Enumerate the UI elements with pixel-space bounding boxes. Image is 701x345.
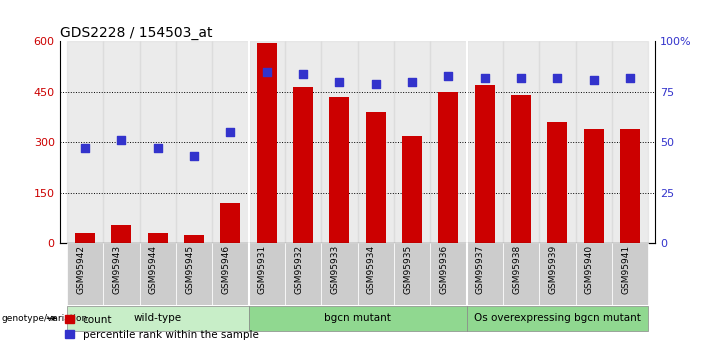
Point	[297, 71, 308, 77]
Bar	[148, 233, 168, 243]
Bar	[184, 235, 204, 243]
Bar	[139, 41, 176, 243]
Bar	[511, 95, 531, 243]
FancyBboxPatch shape	[103, 243, 139, 305]
Bar	[612, 41, 648, 243]
Text: GSM95932: GSM95932	[294, 245, 303, 294]
Bar	[475, 85, 495, 243]
FancyBboxPatch shape	[358, 243, 394, 305]
Text: GSM95945: GSM95945	[185, 245, 194, 294]
Point	[261, 69, 272, 75]
Point	[334, 79, 345, 85]
Point	[116, 138, 127, 143]
Legend: count, percentile rank within the sample: count, percentile rank within the sample	[64, 315, 259, 340]
Text: genotype/variation: genotype/variation	[1, 314, 88, 323]
Text: GDS2228 / 154503_at: GDS2228 / 154503_at	[60, 26, 212, 40]
FancyBboxPatch shape	[539, 243, 576, 305]
Bar	[67, 41, 103, 243]
FancyBboxPatch shape	[249, 243, 285, 305]
Text: GSM95938: GSM95938	[512, 245, 521, 294]
Point	[588, 77, 599, 82]
Bar	[584, 129, 604, 243]
Text: wild-type: wild-type	[134, 313, 182, 323]
Text: GSM95944: GSM95944	[149, 245, 158, 294]
Bar	[75, 233, 95, 243]
Bar	[103, 41, 139, 243]
Text: GSM95935: GSM95935	[403, 245, 412, 294]
FancyBboxPatch shape	[285, 243, 321, 305]
Bar	[285, 41, 321, 243]
Text: GSM95939: GSM95939	[548, 245, 557, 294]
Point	[443, 73, 454, 78]
FancyBboxPatch shape	[466, 306, 648, 332]
FancyBboxPatch shape	[321, 243, 358, 305]
Text: GSM95931: GSM95931	[258, 245, 266, 294]
FancyBboxPatch shape	[576, 243, 612, 305]
Bar	[212, 41, 249, 243]
Bar	[176, 41, 212, 243]
Bar	[438, 92, 458, 243]
FancyBboxPatch shape	[139, 243, 176, 305]
FancyBboxPatch shape	[430, 243, 466, 305]
Bar	[402, 136, 422, 243]
Text: bgcn mutant: bgcn mutant	[324, 313, 391, 323]
Point	[225, 129, 236, 135]
Bar	[293, 87, 313, 243]
Point	[152, 146, 163, 151]
Text: GSM95942: GSM95942	[76, 245, 85, 294]
Bar	[576, 41, 612, 243]
Bar	[620, 129, 640, 243]
Bar	[249, 41, 285, 243]
FancyBboxPatch shape	[249, 306, 466, 332]
Text: GSM95946: GSM95946	[222, 245, 231, 294]
Text: GSM95936: GSM95936	[440, 245, 449, 294]
Bar	[321, 41, 358, 243]
FancyBboxPatch shape	[394, 243, 430, 305]
FancyBboxPatch shape	[503, 243, 539, 305]
FancyBboxPatch shape	[67, 306, 249, 332]
Bar	[466, 41, 503, 243]
Text: GSM95941: GSM95941	[621, 245, 630, 294]
Point	[189, 154, 200, 159]
Text: GSM95934: GSM95934	[367, 245, 376, 294]
Point	[552, 75, 563, 80]
Text: GSM95937: GSM95937	[476, 245, 484, 294]
Bar	[358, 41, 394, 243]
Point	[479, 75, 490, 80]
FancyBboxPatch shape	[176, 243, 212, 305]
Bar	[366, 112, 386, 243]
Bar	[539, 41, 576, 243]
FancyBboxPatch shape	[212, 243, 249, 305]
FancyBboxPatch shape	[67, 243, 103, 305]
Bar	[220, 203, 240, 243]
Bar	[257, 43, 277, 243]
Point	[515, 75, 526, 80]
Point	[625, 75, 636, 80]
Bar	[430, 41, 466, 243]
Bar	[394, 41, 430, 243]
FancyBboxPatch shape	[466, 243, 503, 305]
Text: Os overexpressing bgcn mutant: Os overexpressing bgcn mutant	[474, 313, 641, 323]
Point	[79, 146, 90, 151]
Text: GSM95943: GSM95943	[112, 245, 121, 294]
Point	[370, 81, 381, 87]
Bar	[111, 225, 131, 243]
Bar	[329, 97, 349, 243]
Point	[407, 79, 418, 85]
FancyBboxPatch shape	[612, 243, 648, 305]
Bar	[547, 122, 567, 243]
Text: GSM95940: GSM95940	[585, 245, 594, 294]
Text: GSM95933: GSM95933	[330, 245, 339, 294]
Bar	[503, 41, 539, 243]
